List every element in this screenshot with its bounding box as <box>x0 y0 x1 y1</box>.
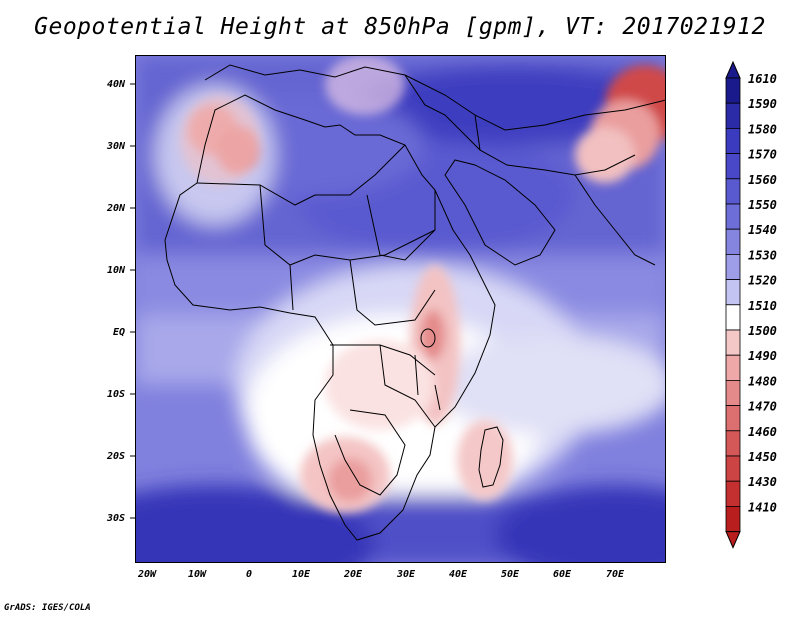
colorbar-label: 1520 <box>748 274 777 288</box>
colorbar-label: 1580 <box>748 122 777 136</box>
colorbar-label: 1540 <box>748 223 777 237</box>
axis-frame <box>135 55 666 563</box>
lon-label-0: 0 <box>246 569 252 580</box>
colorbar-label: 1550 <box>748 198 777 212</box>
colorbar-swatch <box>725 329 741 356</box>
lon-label-40e: 40E <box>449 569 468 580</box>
colorbar-label: 1460 <box>748 425 777 439</box>
footer-credit: GrADS: IGES/COLA <box>4 603 91 613</box>
lon-axis: 20W 10W 0 10E 20E 30E 40E 50E 60E 70E <box>137 569 625 580</box>
colorbar-swatch <box>725 203 741 230</box>
lat-label-eq: EQ <box>113 327 125 338</box>
colorbar-label: 1500 <box>748 324 777 338</box>
map-title: Geopotential Height at 850hPa [gpm], VT:… <box>34 14 766 40</box>
lon-label-20e: 20E <box>343 569 363 580</box>
lon-label-60e: 60E <box>553 569 572 580</box>
colorbar-swatch <box>725 304 741 331</box>
lon-label-10w: 10W <box>188 569 207 580</box>
colorbar-swatch <box>725 405 741 432</box>
height-field <box>135 55 666 563</box>
colorbar-label: 1560 <box>748 173 777 187</box>
colorbar-label: 1470 <box>748 400 777 414</box>
colorbar-swatch <box>725 228 741 255</box>
lat-label-20n: 20N <box>106 203 126 214</box>
colorbar: 1610 1590 1580 1570 1560 1550 1540 1530 1520 1510… <box>725 60 777 549</box>
coastlines <box>164 64 666 541</box>
colorbar-swatch <box>725 430 741 457</box>
colorbar-label: 1530 <box>748 248 777 262</box>
lat-label-40n: 40N <box>107 79 126 90</box>
colorbar-swatch <box>725 354 741 381</box>
lat-label-10s: 10S <box>107 389 125 400</box>
colorbar-label: 1410 <box>748 500 777 514</box>
colorbar-label: 1430 <box>748 475 777 489</box>
lat-label-10n: 10N <box>107 265 126 276</box>
lat-label-30s: 30S <box>106 513 125 524</box>
colorbar-label: 1490 <box>748 349 777 363</box>
colorbar-swatch <box>725 480 741 507</box>
colorbar-arrow-bottom <box>725 531 741 549</box>
colorbar-swatch <box>725 379 741 406</box>
lat-label-30n: 30N <box>106 141 126 152</box>
colorbar-swatch <box>725 77 741 104</box>
colorbar-label: 1480 <box>748 374 777 388</box>
colorbar-swatch <box>725 102 741 129</box>
colorbar-label: 1450 <box>748 450 777 464</box>
lon-label-10e: 10E <box>292 569 311 580</box>
colorbar-swatch <box>725 128 741 155</box>
colorbar-label: 1610 <box>748 72 777 86</box>
colorbar-label: 1570 <box>748 148 777 162</box>
colorbar-arrow-top <box>725 60 741 79</box>
colorbar-label: 1510 <box>748 299 777 313</box>
colorbar-swatch <box>725 505 741 532</box>
geopotential-map <box>135 55 666 563</box>
colorbar-swatch <box>725 455 741 482</box>
colorbar-swatch <box>725 153 741 180</box>
lon-label-30e: 30E <box>396 569 416 580</box>
colorbar-swatch <box>725 279 741 306</box>
colorbar-label: 1590 <box>748 97 777 111</box>
lon-label-20w: 20W <box>137 569 157 580</box>
colorbar-swatch <box>725 178 741 205</box>
lat-axis: 40N 30N 20N 10N EQ 10S 20S 30S <box>106 79 135 524</box>
colorbar-swatch <box>725 253 741 280</box>
lat-label-20s: 20S <box>106 451 125 462</box>
lon-label-70e: 70E <box>606 569 625 580</box>
lon-label-50e: 50E <box>501 569 520 580</box>
